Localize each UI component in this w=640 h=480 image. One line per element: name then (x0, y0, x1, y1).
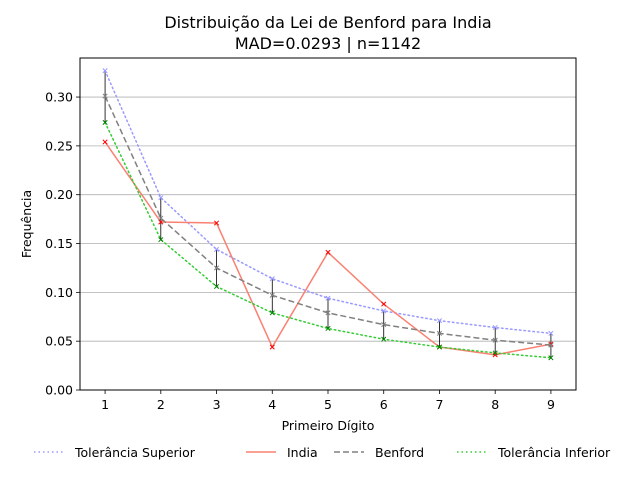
y-tick-label: 0.10 (45, 285, 73, 300)
chart-subtitle: MAD=0.0293 | n=1142 (235, 34, 421, 53)
data-point (158, 215, 164, 221)
x-axis-label: Primeiro Dígito (282, 418, 375, 433)
x-tick-label: 5 (324, 397, 332, 412)
legend-label: India (287, 445, 318, 460)
legend: Tolerância Superior India Benford Tolerânci… (34, 445, 611, 460)
data-point (213, 283, 220, 290)
y-axis-ticks: 0.00 0.05 0.10 0.15 0.20 0.25 0.30 (45, 90, 80, 398)
data-point (102, 119, 108, 126)
data-point (102, 139, 108, 145)
x-tick-label: 6 (380, 397, 388, 412)
data-point (381, 301, 387, 307)
data-point (492, 324, 498, 331)
chart-title: Distribuição da Lei de Benford para Indi… (164, 13, 491, 32)
data-point (213, 220, 220, 226)
data-point (548, 330, 554, 336)
x-tick-label: 3 (213, 397, 221, 412)
y-tick-label: 0.00 (45, 383, 73, 398)
data-point (102, 93, 108, 99)
data-point (436, 344, 443, 350)
legend-label: Tolerância Inferior (497, 445, 611, 460)
data-point (158, 219, 164, 225)
data-point (436, 330, 443, 336)
series-line-0 (104, 69, 552, 335)
data-point (548, 342, 554, 348)
y-tick-label: 0.30 (45, 90, 73, 105)
x-tick-label: 1 (101, 397, 109, 412)
data-point (102, 68, 108, 74)
series-layer (102, 68, 554, 361)
x-tick-label: 8 (491, 397, 499, 412)
x-tick-label: 2 (157, 397, 165, 412)
data-point (325, 249, 331, 255)
y-axis-label: Frequência (19, 190, 34, 258)
data-point (492, 350, 498, 356)
data-point (158, 237, 164, 243)
data-point (325, 295, 331, 301)
data-point (269, 344, 275, 350)
y-tick-label: 0.05 (45, 334, 73, 349)
data-point (325, 310, 331, 316)
data-point (436, 318, 443, 324)
data-point (381, 336, 387, 342)
data-point (492, 337, 498, 343)
legend-label: Benford (375, 445, 424, 460)
data-point (492, 352, 498, 358)
data-point (158, 195, 164, 201)
data-point (381, 308, 387, 314)
series-line-3 (104, 121, 552, 359)
legend-label: Tolerância Superior (74, 445, 196, 460)
data-point (269, 310, 275, 316)
y-tick-label: 0.25 (45, 138, 73, 153)
data-point (548, 355, 554, 361)
y-tick-label: 0.20 (45, 187, 73, 202)
data-point (269, 292, 275, 298)
grid-lines (80, 96, 576, 391)
data-point (269, 276, 275, 282)
x-tick-label: 4 (268, 397, 276, 412)
data-point (213, 246, 220, 252)
data-point (325, 325, 331, 332)
y-tick-label: 0.15 (45, 236, 73, 251)
data-point (213, 265, 220, 271)
data-point (381, 322, 387, 328)
x-tick-label: 7 (435, 397, 443, 412)
x-axis-ticks: 1 2 3 4 5 6 7 8 9 (101, 390, 555, 412)
x-tick-label: 9 (547, 397, 555, 412)
